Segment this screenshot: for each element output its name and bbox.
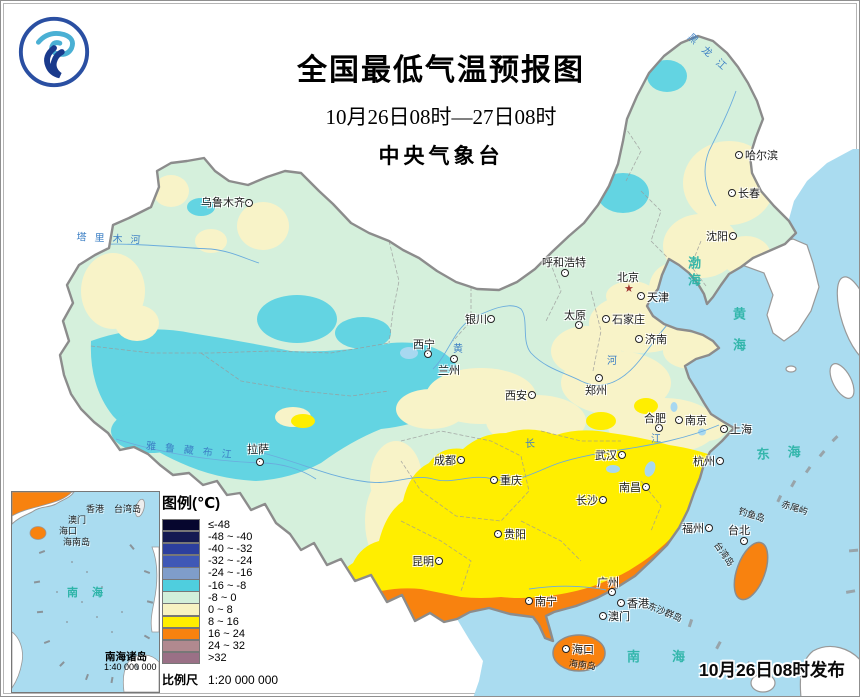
inset-map	[12, 492, 159, 692]
legend-range-label: 0 ~ 8	[208, 603, 233, 616]
legend-swatch	[162, 603, 200, 616]
legend-range-label: -16 ~ -8	[208, 579, 247, 592]
inset-place-label: 海南岛	[63, 537, 91, 547]
legend-swatch	[162, 591, 200, 604]
legend-range-label: >32	[208, 652, 227, 665]
legend-item: -16 ~ -8	[162, 579, 278, 592]
legend-item: -48 ~ -40	[162, 530, 278, 544]
inset-taiwan	[135, 498, 145, 518]
legend-range-label: -40 ~ -32	[208, 543, 253, 556]
japan-island	[836, 276, 859, 362]
legend: 图例(℃) ≤-48 -48 ~ -40 -40 ~ -32 -32 ~ -24 -24…	[162, 492, 278, 688]
legend-item: 24 ~ 32	[162, 639, 278, 653]
scale-value: 1:20 000 000	[208, 673, 279, 688]
legend-item: 8 ~ 16	[162, 615, 278, 629]
taiwan-island	[733, 541, 769, 601]
legend-swatch	[162, 615, 200, 629]
inset-sea-label: 南海	[67, 587, 117, 599]
province-borders	[90, 120, 707, 592]
japan-island-2	[829, 363, 855, 399]
legend-item: 0 ~ 8	[162, 603, 278, 616]
legend-range-label: -8 ~ 0	[208, 591, 237, 604]
legend-swatch	[162, 639, 200, 653]
legend-range-label: -48 ~ -40	[208, 531, 253, 544]
inset-scale-label: 1:40 000 000	[104, 662, 157, 672]
lakes	[400, 347, 706, 477]
legend-range-label: 8 ~ 16	[208, 615, 239, 628]
inset-place-label: 海口	[59, 526, 78, 536]
china-border	[58, 34, 798, 643]
inset-place-label: 澳门	[68, 515, 87, 525]
legend-range-label: 16 ~ 24	[208, 627, 246, 640]
legend-range-label: ≤-48	[208, 519, 230, 532]
legend-item: >32	[162, 651, 278, 665]
legend-items: ≤-48 -48 ~ -40 -40 ~ -32 -32 ~ -24 -24 ~ -16…	[162, 518, 278, 665]
inset-labels-layer: 香港 台湾岛澳门 海口 海南岛南海南海诸岛 1:40 000 000	[12, 492, 159, 692]
inset-place-label: 台湾岛	[114, 504, 142, 514]
legend-swatch	[162, 627, 200, 641]
inset-hainan	[29, 526, 47, 540]
inset-place-label: 香港	[86, 504, 105, 514]
hainan-island	[552, 634, 606, 672]
legend-title: 图例(℃)	[162, 495, 221, 512]
inset-islands-label: 南海诸岛	[105, 651, 147, 663]
legend-item: -24 ~ -16	[162, 567, 278, 580]
legend-item: -32 ~ -24	[162, 555, 278, 568]
legend-swatch	[162, 651, 200, 665]
legend-range-label: 24 ~ 32	[208, 639, 246, 652]
luzon-island	[799, 646, 859, 696]
legend-swatch	[162, 542, 200, 556]
legend-swatch	[162, 530, 200, 544]
foreign-land	[740, 238, 859, 696]
legend-swatch	[162, 567, 200, 580]
jeju-island	[785, 365, 797, 373]
south-china-sea-inset: 香港 台湾岛澳门 海口 海南岛南海南海诸岛 1:40 000 000	[11, 491, 160, 693]
publish-notice: 10月26日08时发布	[699, 660, 845, 680]
legend-swatch	[162, 579, 200, 592]
legend-item: 16 ~ 24	[162, 627, 278, 641]
legend-item: -40 ~ -32	[162, 542, 278, 556]
legend-range-label: -32 ~ -24	[208, 555, 253, 568]
legend-item: -8 ~ 0	[162, 591, 278, 604]
island-blob	[750, 673, 776, 693]
cma-logo	[18, 16, 90, 88]
scale-label: 比例尺	[162, 673, 199, 688]
legend-swatch	[162, 518, 200, 532]
legend-range-label: -24 ~ -16	[208, 567, 253, 580]
map-scale: 比例尺 1:20 000 000	[162, 671, 278, 688]
legend-item: ≤-48	[162, 518, 278, 532]
legend-swatch	[162, 555, 200, 568]
small-islands	[687, 435, 859, 670]
